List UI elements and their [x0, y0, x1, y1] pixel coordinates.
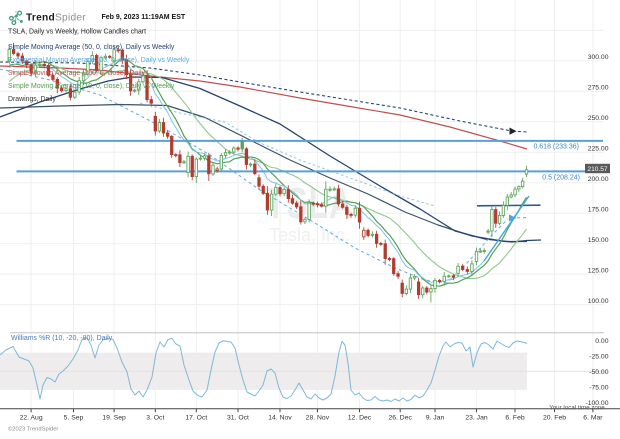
svg-text:0.618 (233.36): 0.618 (233.36): [533, 143, 579, 150]
svg-text:Simple Moving Average (200, 0,: Simple Moving Average (200, 0, close), D…: [8, 70, 146, 77]
svg-text:0.00: 0.00: [595, 338, 608, 345]
svg-text:Drawings, Daily: Drawings, Daily: [8, 96, 56, 103]
svg-text:12. Dec: 12. Dec: [348, 414, 372, 421]
svg-text:9. Jan: 9. Jan: [426, 414, 445, 421]
svg-text:©2023 TrendSpider: ©2023 TrendSpider: [8, 426, 58, 433]
svg-text:200.00: 200.00: [588, 176, 609, 183]
svg-text:225.00: 225.00: [588, 146, 609, 153]
svg-text:26. Dec: 26. Dec: [388, 414, 412, 421]
svg-text:100.00: 100.00: [588, 298, 609, 305]
svg-text:275.00: 275.00: [588, 85, 609, 92]
svg-text:23. Jan: 23. Jan: [465, 414, 488, 421]
svg-text:-75.00: -75.00: [589, 384, 608, 391]
svg-text:125.00: 125.00: [588, 267, 609, 274]
svg-text:Feb 9, 2023 11:19AM EST: Feb 9, 2023 11:19AM EST: [102, 14, 186, 21]
svg-text:0.5 (208.24): 0.5 (208.24): [542, 174, 580, 181]
svg-text:300.00: 300.00: [588, 54, 609, 61]
svg-text:-25.00: -25.00: [589, 353, 608, 360]
svg-text:Simple Moving Average (50, 0,: Simple Moving Average (50, 0, close), Da…: [8, 44, 175, 51]
svg-text:22. Aug: 22. Aug: [20, 414, 43, 421]
svg-text:Williams %R (10, -20, -80), Da: Williams %R (10, -20, -80), Daily: [11, 335, 113, 342]
svg-text:14. Nov: 14. Nov: [268, 414, 292, 421]
svg-text:250.00: 250.00: [588, 115, 609, 122]
svg-text:-50.00: -50.00: [589, 369, 608, 376]
svg-text:TSLA, Daily vs Weekly, Hollow: TSLA, Daily vs Weekly, Hollow Candles ch…: [8, 29, 146, 36]
svg-text:Exponential Moving Average (20: Exponential Moving Average (20, 0, close…: [8, 57, 190, 64]
svg-text:175.00: 175.00: [588, 207, 609, 214]
svg-text:3. Oct: 3. Oct: [146, 414, 164, 421]
svg-text:Simple Moving Average (10, 0,: Simple Moving Average (10, 0, close), Da…: [8, 83, 175, 90]
svg-text:28. Nov: 28. Nov: [306, 414, 330, 421]
svg-text:6. Feb: 6. Feb: [505, 414, 524, 421]
svg-text:TrendSpider: TrendSpider: [26, 13, 86, 24]
svg-text:19. Sep: 19. Sep: [102, 414, 126, 421]
svg-text:5. Sep: 5. Sep: [64, 414, 84, 421]
svg-text:Your local time zone: Your local time zone: [549, 405, 605, 412]
svg-text:150.00: 150.00: [588, 237, 609, 244]
svg-text:Tesla, Inc.: Tesla, Inc.: [269, 225, 350, 245]
svg-text:20. Feb: 20. Feb: [543, 414, 566, 421]
svg-text:6. Mar: 6. Mar: [583, 414, 603, 421]
svg-text:31. Oct: 31. Oct: [227, 414, 249, 421]
svg-text:17. Oct: 17. Oct: [185, 414, 207, 421]
svg-text:210.57: 210.57: [587, 166, 608, 173]
